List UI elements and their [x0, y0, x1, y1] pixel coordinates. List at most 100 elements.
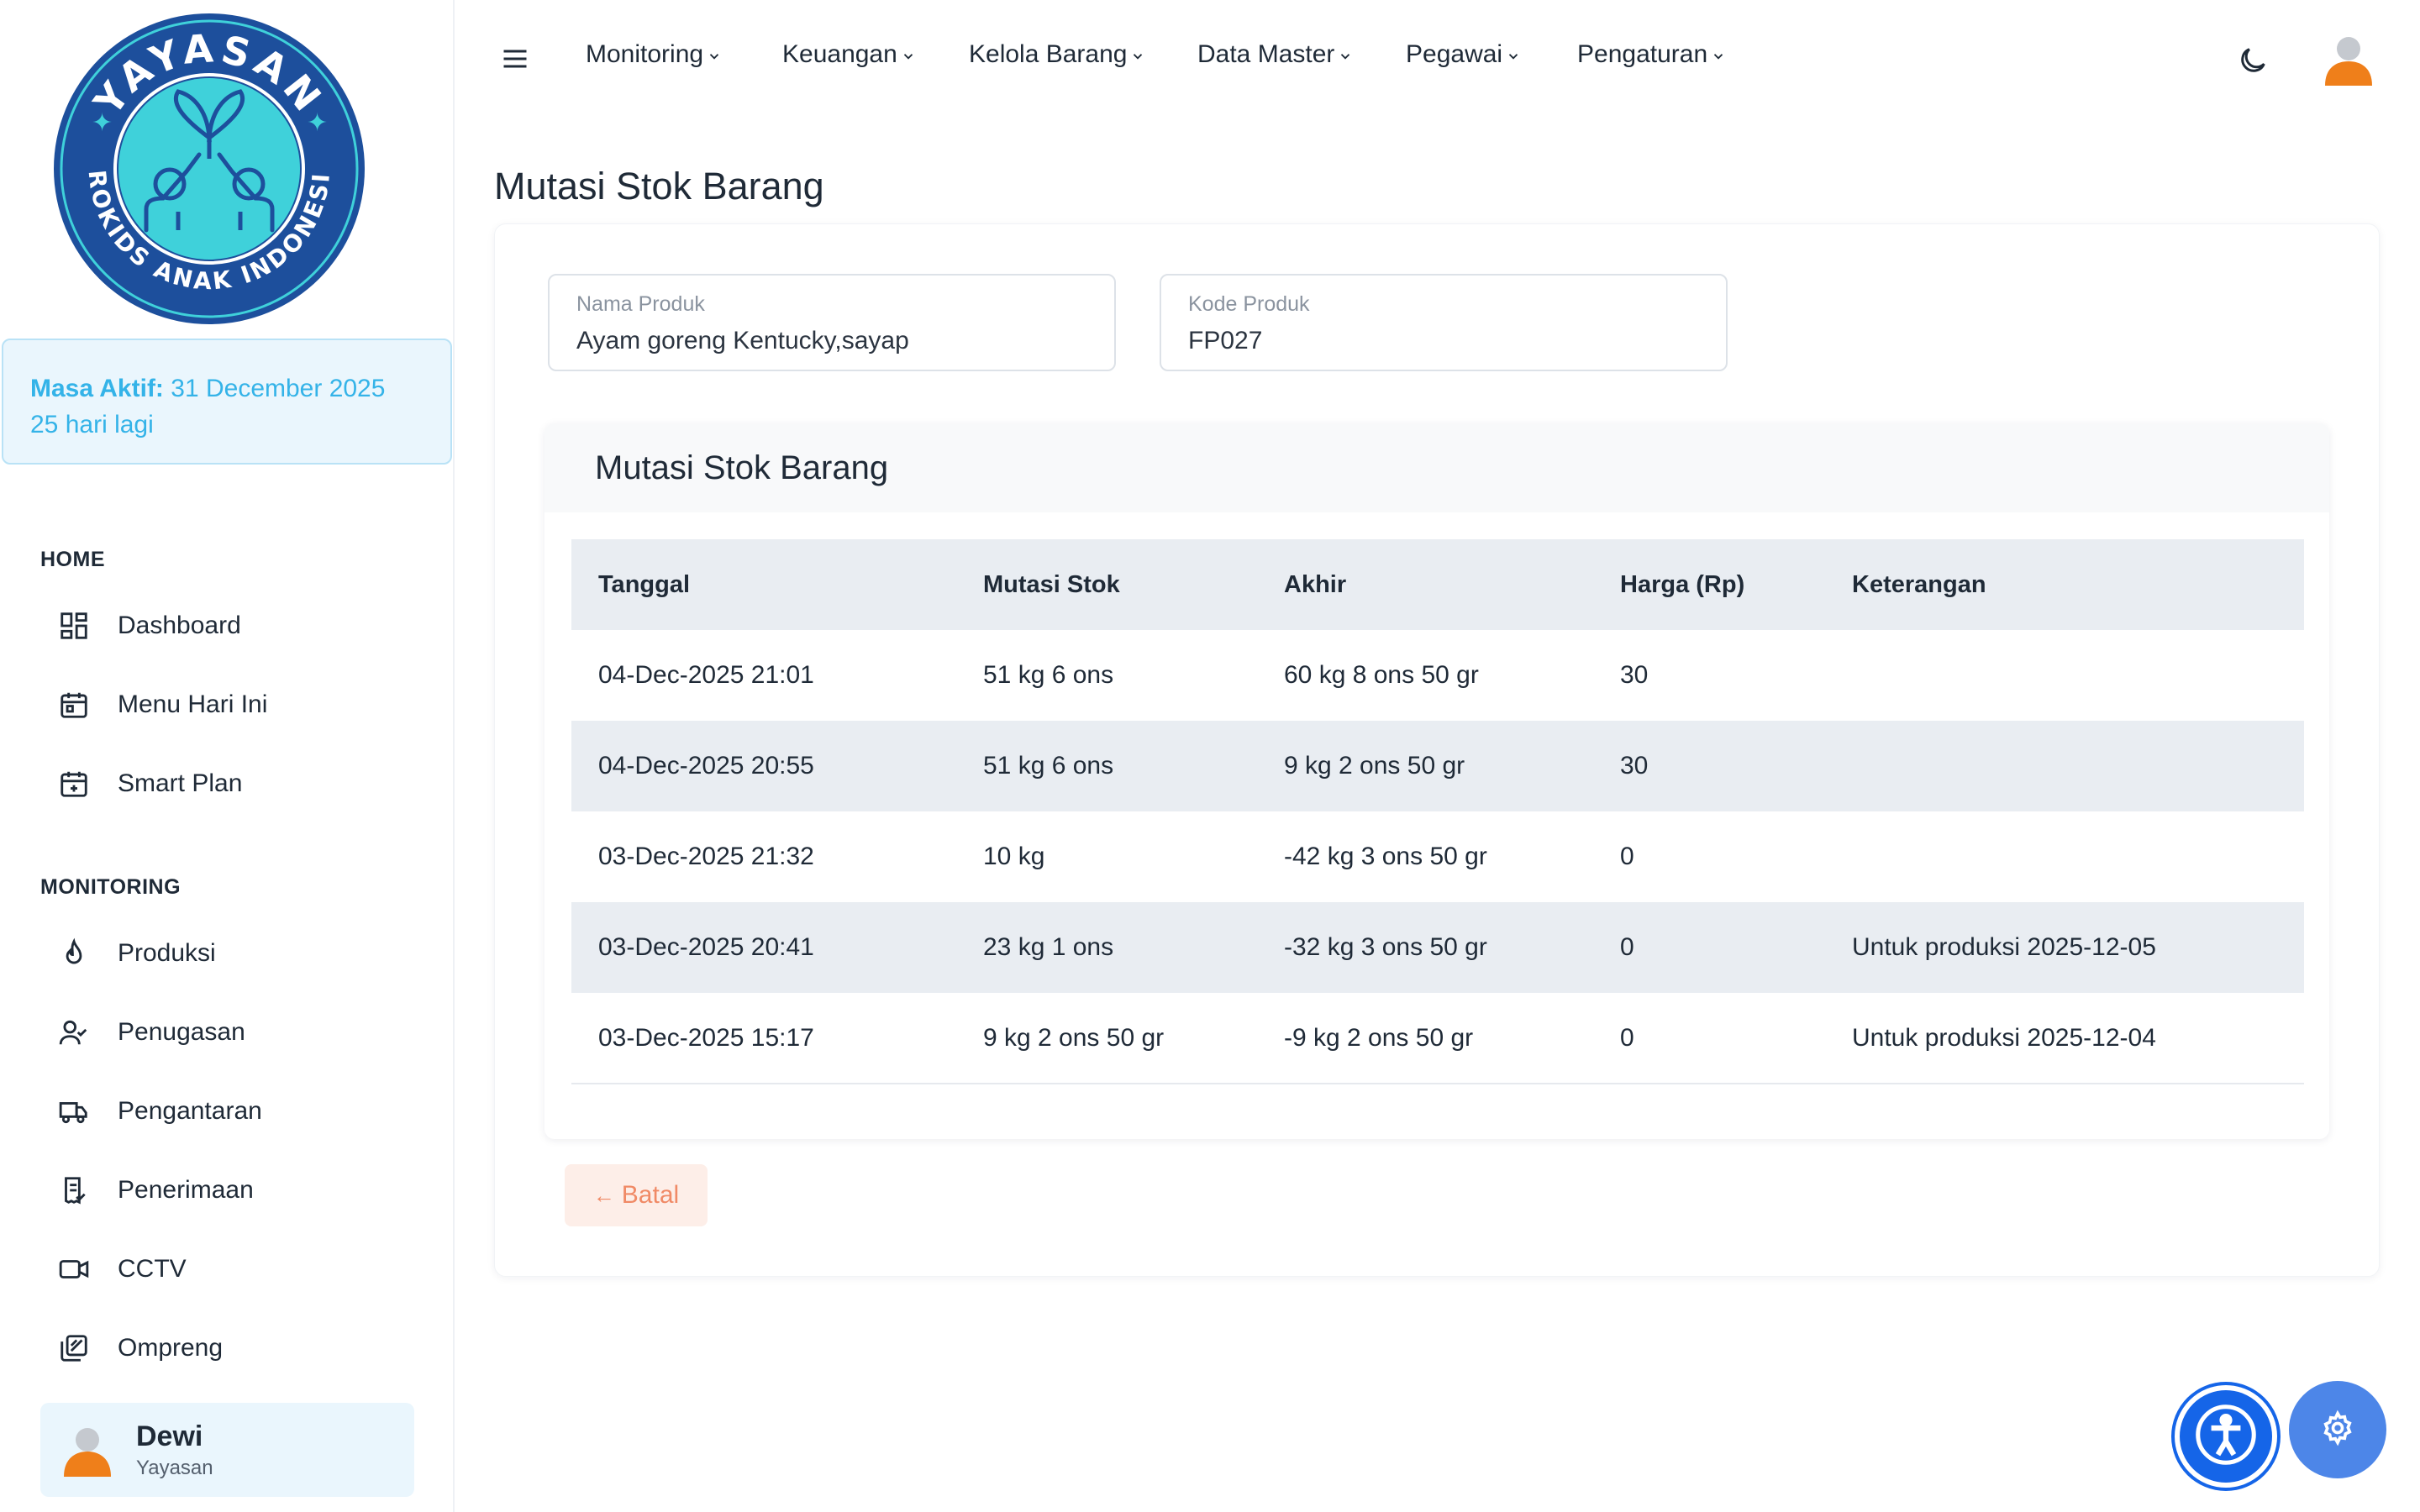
chevron-down-icon	[709, 54, 719, 60]
sidebar-item-menu-hari-ini[interactable]: Menu Hari Ini	[40, 675, 418, 734]
topnav-pegawai[interactable]: Pegawai	[1406, 40, 1521, 69]
topnav-label: Monitoring	[586, 40, 704, 68]
user-name: Dewi	[136, 1420, 203, 1452]
page-title: Mutasi Stok Barang	[494, 165, 824, 207]
cell-harga: 30	[1593, 721, 1825, 811]
table-row: 03-Dec-2025 20:41 23 kg 1 ons -32 kg 3 o…	[571, 902, 2304, 993]
sidebar-item-penerimaan[interactable]: Penerimaan	[40, 1161, 418, 1220]
cancel-button-label: Batal	[621, 1181, 680, 1209]
cell-keterangan	[1825, 630, 2304, 721]
user-avatar-icon[interactable]	[2323, 34, 2374, 87]
cell-tanggal: 04-Dec-2025 20:55	[571, 721, 956, 811]
sidebar-item-pengantaran[interactable]: Pengantaran	[40, 1082, 418, 1141]
sidebar-item-ompreng[interactable]: Ompreng	[40, 1319, 418, 1378]
chevron-down-icon	[1134, 54, 1143, 60]
field-label: Nama Produk	[576, 292, 705, 316]
column-header[interactable]: Harga (Rp)	[1593, 539, 1825, 630]
stock-mutation-card: Mutasi Stok Barang Tanggal Mutasi Stok A…	[544, 423, 2329, 1139]
sidebar-item-label: Penerimaan	[118, 1176, 254, 1204]
sidebar-item-penugasan[interactable]: Penugasan	[40, 1003, 418, 1062]
accessibility-icon	[2194, 1403, 2258, 1471]
active-period-label: Masa Aktif:	[30, 375, 164, 402]
sidebar-item-label: CCTV	[118, 1255, 187, 1283]
truck-icon	[57, 1095, 91, 1128]
cell-harga: 0	[1593, 993, 1825, 1084]
arrow-left-icon: ←	[592, 1182, 615, 1208]
column-header[interactable]: Mutasi Stok	[956, 539, 1257, 630]
cell-tanggal: 03-Dec-2025 20:41	[571, 902, 956, 993]
cell-akhir: -42 kg 3 ons 50 gr	[1284, 843, 1487, 870]
sidebar-item-label: Penugasan	[118, 1018, 245, 1046]
table-row: 04-Dec-2025 21:01 51 kg 6 ons 60 kg 8 on…	[571, 630, 2304, 721]
cell-keterangan: Untuk produksi 2025-12-05	[1825, 902, 2304, 993]
nav-section-home: HOME	[40, 548, 105, 571]
nav-section-monitoring: MONITORING	[40, 875, 182, 899]
cell-tanggal: 03-Dec-2025 21:32	[598, 843, 814, 870]
svg-text:✦: ✦	[92, 109, 113, 137]
cell-harga: 0	[1593, 902, 1825, 993]
active-period-box: Masa Aktif: 31 December 2025 25 hari lag…	[2, 339, 452, 465]
sidebar-item-label: Pengantaran	[118, 1097, 262, 1125]
topnav-label: Keuangan	[782, 40, 897, 68]
user-profile-card[interactable]: Dewi Yayasan	[40, 1403, 414, 1497]
cell-akhir: -32 kg 3 ons 50 gr	[1257, 902, 1593, 993]
topnav-label: Pengaturan	[1577, 40, 1708, 68]
field-label: Kode Produk	[1188, 292, 1310, 316]
sidebar-item-cctv[interactable]: CCTV	[40, 1240, 418, 1299]
active-period-date: 31 December 2025	[171, 375, 386, 402]
hamburger-menu-icon[interactable]	[500, 44, 530, 74]
avatar	[60, 1423, 114, 1477]
column-header[interactable]: Keterangan	[1825, 539, 2304, 630]
topnav-label: Data Master	[1197, 40, 1335, 68]
dashboard-icon	[57, 609, 91, 643]
kode-produk-field[interactable]: Kode Produk FP027	[1160, 274, 1728, 371]
topnav-keuangan[interactable]: Keuangan	[782, 40, 916, 69]
topnav-data-master[interactable]: Data Master	[1197, 40, 1353, 69]
dark-mode-moon-icon[interactable]	[2236, 44, 2270, 77]
cell-harga: 30	[1620, 661, 1649, 689]
stock-mutation-table: Tanggal Mutasi Stok Akhir Harga (Rp) Ket…	[571, 539, 2304, 1084]
chevron-down-icon	[1341, 54, 1350, 60]
cell-akhir: 60 kg 8 ons 50 gr	[1284, 661, 1479, 689]
field-value: FP027	[1188, 327, 1263, 354]
tray-icon	[57, 1331, 91, 1365]
yayasan-logo[interactable]: YAYASAN PROKIDS ANAK INDONESIA ✦ ✦	[42, 0, 366, 326]
cell-keterangan: Untuk produksi 2025-12-04	[1825, 993, 2304, 1084]
nama-produk-field[interactable]: Nama Produk Ayam goreng Kentucky,sayap	[548, 274, 1116, 371]
cell-mutasi: 51 kg 6 ons	[956, 721, 1257, 811]
topnav-monitoring[interactable]: Monitoring	[586, 40, 722, 69]
cell-tanggal: 04-Dec-2025 21:01	[598, 661, 814, 689]
cell-akhir: -9 kg 2 ons 50 gr	[1257, 993, 1593, 1084]
column-header[interactable]: Akhir	[1257, 539, 1593, 630]
sidebar-item-produksi[interactable]: Produksi	[40, 924, 418, 983]
chevron-down-icon	[1508, 54, 1518, 60]
settings-button[interactable]	[2289, 1381, 2386, 1478]
chevron-down-icon	[903, 54, 913, 60]
user-check-icon	[57, 1016, 91, 1049]
table-row: 03-Dec-2025 15:17 9 kg 2 ons 50 gr -9 kg…	[571, 993, 2304, 1084]
cell-mutasi: 51 kg 6 ons	[983, 661, 1114, 689]
topnav-kelola-barang[interactable]: Kelola Barang	[969, 40, 1145, 69]
gear-icon	[2319, 1410, 2356, 1451]
sidebar-item-label: Menu Hari Ini	[118, 690, 268, 718]
sidebar-item-dashboard[interactable]: Dashboard	[40, 596, 418, 655]
sidebar-item-label: Produksi	[118, 939, 216, 967]
cell-keterangan	[1825, 721, 2304, 811]
cell-harga: 0	[1620, 843, 1634, 870]
topnav-pengaturan[interactable]: Pengaturan	[1577, 40, 1726, 69]
active-period-remaining: 25 hari lagi	[30, 411, 154, 438]
sidebar-item-smart-plan[interactable]: Smart Plan	[40, 754, 418, 813]
sidebar-item-label: Dashboard	[118, 612, 241, 639]
field-value: Ayam goreng Kentucky,sayap	[576, 327, 909, 354]
accessibility-button[interactable]	[2175, 1385, 2277, 1488]
table-header-row: Tanggal Mutasi Stok Akhir Harga (Rp) Ket…	[571, 539, 2304, 630]
cancel-button[interactable]: ← Batal	[565, 1164, 708, 1226]
sidebar: YAYASAN PROKIDS ANAK INDONESIA ✦ ✦ Masa …	[0, 0, 455, 1512]
cell-tanggal: 03-Dec-2025 15:17	[571, 993, 956, 1084]
calendar-icon	[57, 688, 91, 722]
calendar-plus-icon	[57, 767, 91, 801]
sidebar-item-label: Ompreng	[118, 1334, 224, 1362]
table-row: 03-Dec-2025 21:32 10 kg -42 kg 3 ons 50 …	[571, 811, 2304, 902]
cell-mutasi: 10 kg	[983, 843, 1045, 870]
column-header[interactable]: Tanggal	[571, 539, 956, 630]
